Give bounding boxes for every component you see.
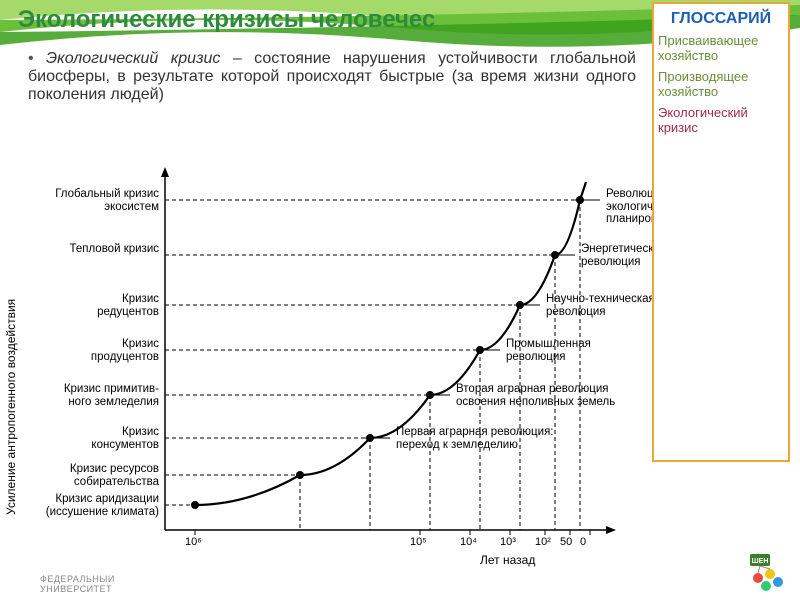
x-tick: 10²: [535, 536, 551, 548]
x-tick: 50: [560, 536, 572, 548]
x-tick: 0: [580, 536, 586, 548]
y-axis-label: Усиление антропогенного воздействия: [4, 299, 18, 515]
x-axis-label: Лет назад: [480, 553, 535, 567]
x-tick: 10⁴: [460, 536, 477, 548]
x-tick: 10⁵: [410, 536, 427, 548]
shen-logo-icon: ШЕН: [748, 552, 788, 592]
crisis-label: Тепловой кризис: [29, 243, 159, 256]
revolution-label: Вторая аграрная революция освоения непол…: [456, 383, 615, 408]
crisis-label: Кризис ресурсов собирательства: [29, 463, 159, 488]
crisis-chart: Усиление антропогенного воздействия Криз…: [0, 155, 660, 575]
crisis-label: Глобальный кризис экосистем: [29, 188, 159, 213]
svg-text:ШЕН: ШЕН: [752, 558, 769, 565]
crisis-label: Кризис редуцентов: [29, 293, 159, 318]
definition-term: Экологический кризис: [46, 50, 220, 67]
revolution-label: Научно-техническая революция: [546, 293, 655, 318]
revolution-label: Первая аграрная революция: переход к зем…: [396, 426, 554, 451]
x-tick: 10³: [500, 536, 516, 548]
glossary-panel: ГЛОССАРИЙ Присваивающее хозяйство Произв…: [652, 2, 790, 462]
glossary-item[interactable]: Присваивающее хозяйство: [658, 34, 784, 64]
x-tick: 10⁶: [185, 536, 202, 548]
glossary-item[interactable]: Производящее хозяйство: [658, 70, 784, 100]
glossary-title: ГЛОССАРИЙ: [658, 10, 784, 28]
crisis-label: Кризис аридизации (иссушение климата): [29, 493, 159, 518]
definition-box: • Экологический кризис – состояние наруш…: [22, 46, 642, 108]
crisis-label: Кризис продуцентов: [29, 338, 159, 363]
crisis-label: Кризис примитив- ного земледелия: [29, 383, 159, 408]
glossary-item[interactable]: Экологический кризис: [658, 106, 784, 136]
revolution-label: Промышленная революция: [506, 338, 591, 363]
page-title: Экологические кризисы человечес: [18, 6, 435, 34]
crisis-label: Кризис консументов: [29, 426, 159, 451]
